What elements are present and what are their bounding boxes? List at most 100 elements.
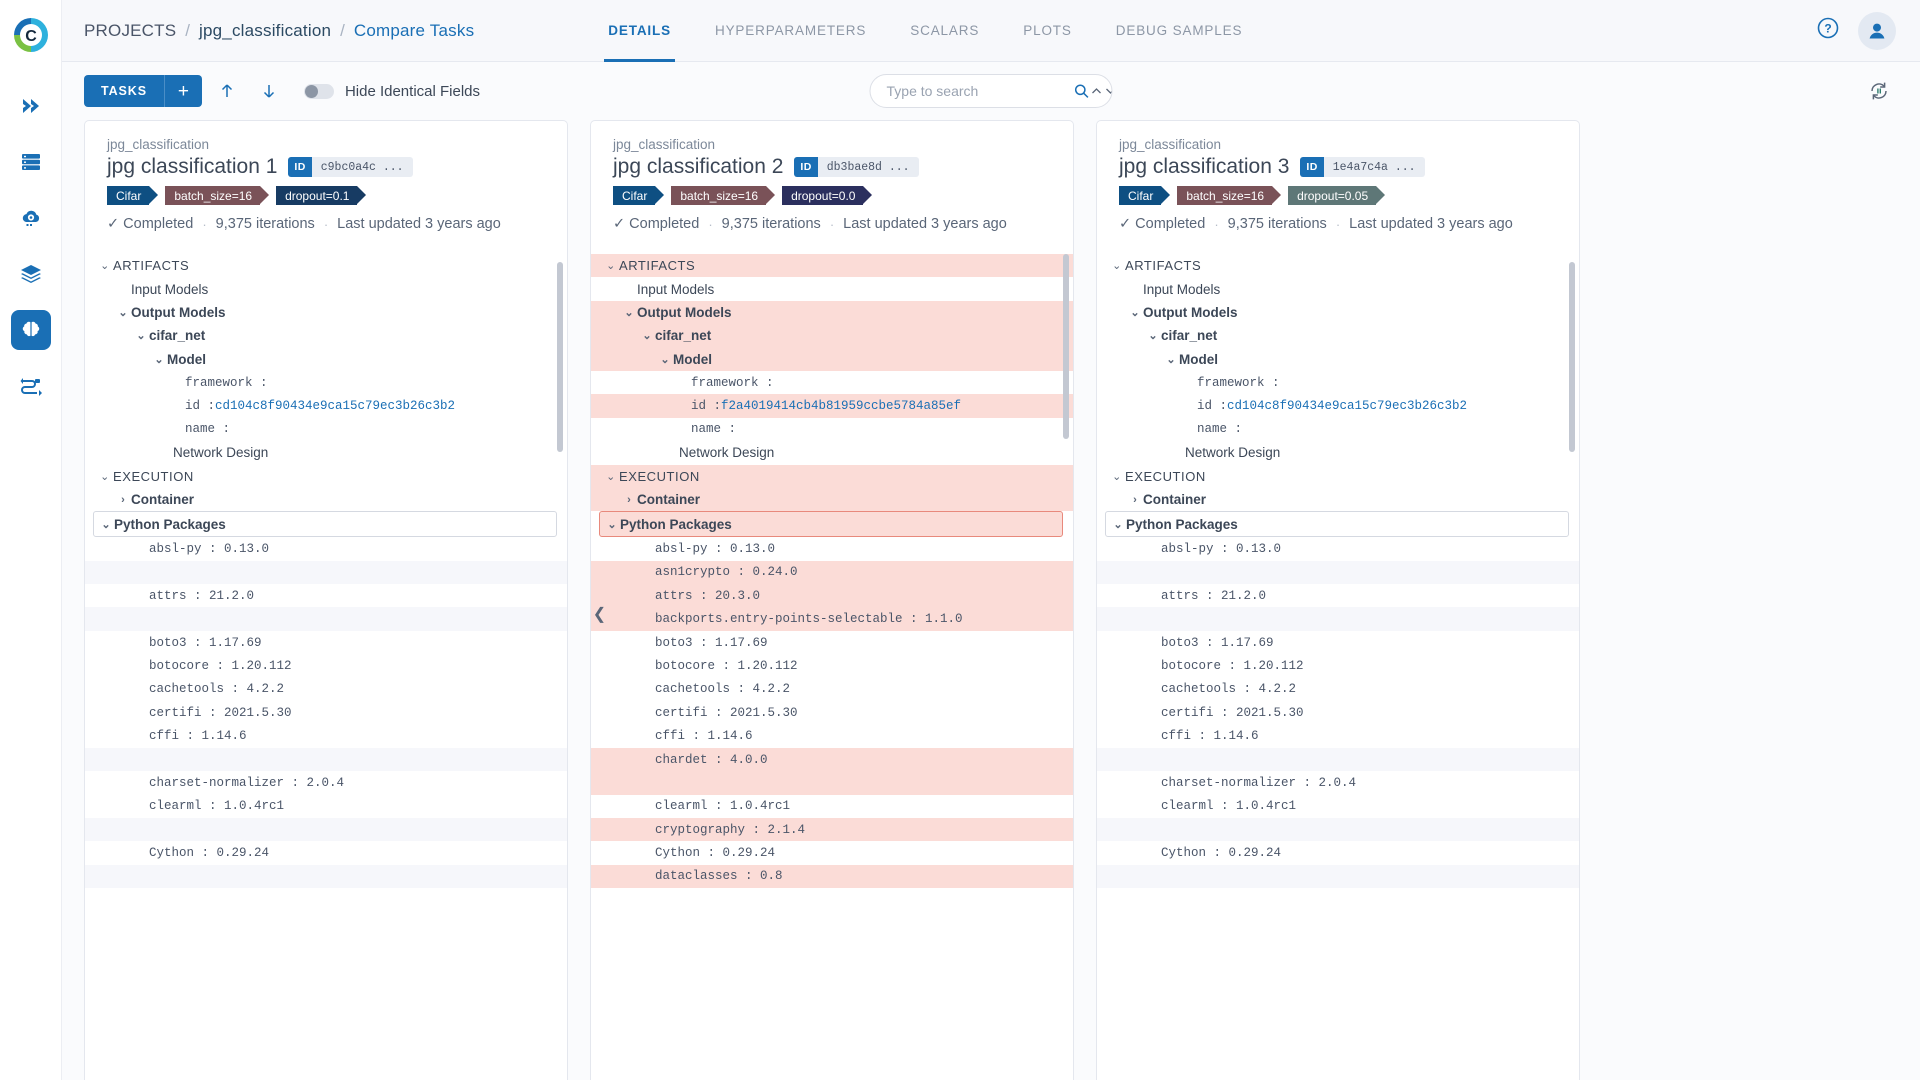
chevron-down-icon[interactable]: ⌄ xyxy=(1148,330,1158,343)
chevron-down-icon[interactable]: ⌄ xyxy=(1112,260,1122,273)
next-diff-button[interactable] xyxy=(252,75,286,107)
tree-section-artifacts[interactable]: ⌄ ARTIFACTS xyxy=(85,254,567,277)
tree-node[interactable]: › Container xyxy=(1097,488,1579,511)
chevron-down-icon[interactable]: ⌄ xyxy=(154,353,164,366)
id-label: ID xyxy=(794,157,818,177)
tree-section-artifacts[interactable]: ⌄ ARTIFACTS xyxy=(591,254,1073,278)
tree-node[interactable]: ⌄ cifar_net xyxy=(85,324,567,347)
tab-debug-samples[interactable]: DEBUG SAMPLES xyxy=(1115,23,1243,38)
task-tag-2[interactable]: batch_size=16 xyxy=(165,186,269,205)
auto-refresh-button[interactable] xyxy=(1862,74,1896,108)
separator-dot: · xyxy=(1214,216,1219,232)
chevron-down-icon[interactable]: ⌄ xyxy=(607,518,617,531)
clearml-logo[interactable]: C xyxy=(0,4,62,66)
task-tag-3[interactable]: dropout=0.05 xyxy=(1288,186,1386,205)
chevron-down-icon[interactable]: ⌄ xyxy=(606,260,616,273)
tree-node-python-packages[interactable]: ⌄ Python Packages xyxy=(93,511,557,538)
chevron-down-icon[interactable]: ⌄ xyxy=(1166,353,1176,366)
tree-section-execution[interactable]: ⌄ EXECUTION xyxy=(85,465,567,488)
tree-leaf[interactable]: ›id : cd104c8f90434e9ca15c79ec3b26c3b2 xyxy=(1097,394,1579,417)
column-scrollbar[interactable] xyxy=(557,262,563,452)
chevron-down-icon[interactable]: ⌄ xyxy=(1130,306,1140,319)
column-scrollbar[interactable] xyxy=(1063,254,1069,439)
chevron-right-icon[interactable]: › xyxy=(1133,493,1137,506)
tasks-button[interactable]: TASKS xyxy=(84,75,164,107)
tree-leaf: ›absl-py : 0.13.0 xyxy=(1097,537,1579,560)
task-tag-3[interactable]: dropout=0.1 xyxy=(276,186,367,205)
previous-diff-button[interactable] xyxy=(210,75,244,107)
breadcrumb: PROJECTS / jpg_classification / Compare … xyxy=(84,21,474,41)
chevron-down-icon[interactable]: ⌄ xyxy=(1113,518,1123,531)
tree-section-execution[interactable]: ⌄ EXECUTION xyxy=(1097,465,1579,488)
tree-node-python-packages[interactable]: ⌄ Python Packages xyxy=(599,511,1063,538)
tree-section-artifacts[interactable]: ⌄ ARTIFACTS xyxy=(1097,254,1579,277)
model-id-link[interactable]: cd104c8f90434e9ca15c79ec3b26c3b2 xyxy=(1227,399,1468,414)
chevron-down-icon[interactable]: ⌄ xyxy=(1112,470,1122,483)
tree-node[interactable]: ⌄ Output Models xyxy=(591,300,1073,325)
chevron-down-icon[interactable]: ⌄ xyxy=(100,470,110,483)
task-id-chip[interactable]: ID db3bae8d ... xyxy=(794,157,919,177)
chevron-down-icon[interactable]: ⌄ xyxy=(606,470,616,483)
sidebar-item-experiments[interactable] xyxy=(10,310,51,350)
tree-section-execution[interactable]: ⌄ EXECUTION xyxy=(591,464,1073,488)
tab-plots[interactable]: PLOTS xyxy=(1023,23,1072,38)
model-id-link[interactable]: cd104c8f90434e9ca15c79ec3b26c3b2 xyxy=(215,399,456,414)
tree-leaf[interactable]: ›id : f2a4019414cb4b81959ccbe5784a85ef xyxy=(591,394,1073,418)
tree-node-python-packages[interactable]: ⌄ Python Packages xyxy=(1105,511,1569,538)
search-button[interactable] xyxy=(1074,83,1090,99)
breadcrumb-separator: / xyxy=(185,20,191,40)
tree-node[interactable]: ⌄ Model xyxy=(1097,348,1579,371)
tree-node[interactable]: ⌄ Output Models xyxy=(85,301,567,324)
task-id-chip[interactable]: ID 1e4a7c4a ... xyxy=(1300,157,1425,177)
chevron-down-icon[interactable]: ⌄ xyxy=(100,260,110,273)
help-button[interactable]: ? xyxy=(1816,16,1840,45)
row-label: Cython : 0.29.24 xyxy=(1161,846,1282,861)
task-tag-1[interactable]: Cifar xyxy=(1119,186,1171,205)
search-next-button[interactable] xyxy=(1104,75,1112,107)
task-tag-2[interactable]: batch_size=16 xyxy=(671,186,775,205)
task-tag-1[interactable]: Cifar xyxy=(613,186,665,205)
chevron-down-icon[interactable]: ⌄ xyxy=(624,306,634,319)
tab-scalars[interactable]: SCALARS xyxy=(910,23,980,38)
empty-diff-row xyxy=(1097,607,1579,631)
sidebar-item-models[interactable] xyxy=(11,254,51,294)
tree-node[interactable]: ⌄ Output Models xyxy=(1097,301,1579,324)
avatar[interactable] xyxy=(1858,11,1896,50)
chevron-right-icon[interactable]: › xyxy=(627,493,631,506)
breadcrumb-project-name[interactable]: jpg_classification xyxy=(199,20,332,40)
task-tag-1[interactable]: Cifar xyxy=(107,186,159,205)
tree-leaf[interactable]: ›id : cd104c8f90434e9ca15c79ec3b26c3b2 xyxy=(85,394,567,417)
tree-node[interactable]: ⌄ Model xyxy=(591,347,1073,371)
model-id-link[interactable]: f2a4019414cb4b81959ccbe5784a85ef xyxy=(721,399,962,414)
tree-node[interactable]: › Container xyxy=(85,488,567,511)
tree-node[interactable]: ⌄ cifar_net xyxy=(591,324,1073,348)
sidebar-item-datasets[interactable] xyxy=(11,142,51,182)
sidebar-item-pipelines[interactable] xyxy=(11,86,51,126)
chevron-down-icon[interactable]: ⌄ xyxy=(101,518,111,531)
chevron-down-icon[interactable]: ⌄ xyxy=(660,353,670,366)
search-input[interactable] xyxy=(870,75,1074,107)
column-scrollbar[interactable] xyxy=(1569,262,1575,452)
sidebar-item-orchestration[interactable] xyxy=(11,198,51,238)
collapse-column-handle[interactable]: ❮ xyxy=(592,606,607,623)
chevron-down-icon[interactable]: ⌄ xyxy=(118,306,128,319)
sidebar-item-reports[interactable] xyxy=(11,366,51,406)
breadcrumb-projects[interactable]: PROJECTS xyxy=(84,20,177,40)
tab-hyperparameters[interactable]: HYPERPARAMETERS xyxy=(714,23,867,38)
search-prev-button[interactable] xyxy=(1090,75,1104,107)
chevron-down-icon[interactable]: ⌄ xyxy=(136,330,146,343)
project-name: jpg_classification xyxy=(1119,137,1222,152)
chevron-down-icon[interactable]: ⌄ xyxy=(642,330,652,343)
tree-node[interactable]: › Container xyxy=(591,487,1073,512)
tree-node[interactable]: ⌄ cifar_net xyxy=(1097,324,1579,347)
chevron-right-icon[interactable]: › xyxy=(121,493,125,506)
breadcrumb-compare-tasks[interactable]: Compare Tasks xyxy=(353,20,475,40)
iterations-count: 9,375 iterations xyxy=(1227,216,1327,232)
task-id-chip[interactable]: ID c9bc0a4c ... xyxy=(288,157,413,177)
hide-identical-fields-toggle[interactable]: Hide Identical Fields xyxy=(303,83,480,100)
add-task-button[interactable]: + xyxy=(163,75,202,107)
task-tag-2[interactable]: batch_size=16 xyxy=(1177,186,1281,205)
tab-details[interactable]: DETAILS xyxy=(586,0,693,62)
task-tag-3[interactable]: dropout=0.0 xyxy=(782,186,873,205)
tree-node[interactable]: ⌄ Model xyxy=(85,348,567,371)
